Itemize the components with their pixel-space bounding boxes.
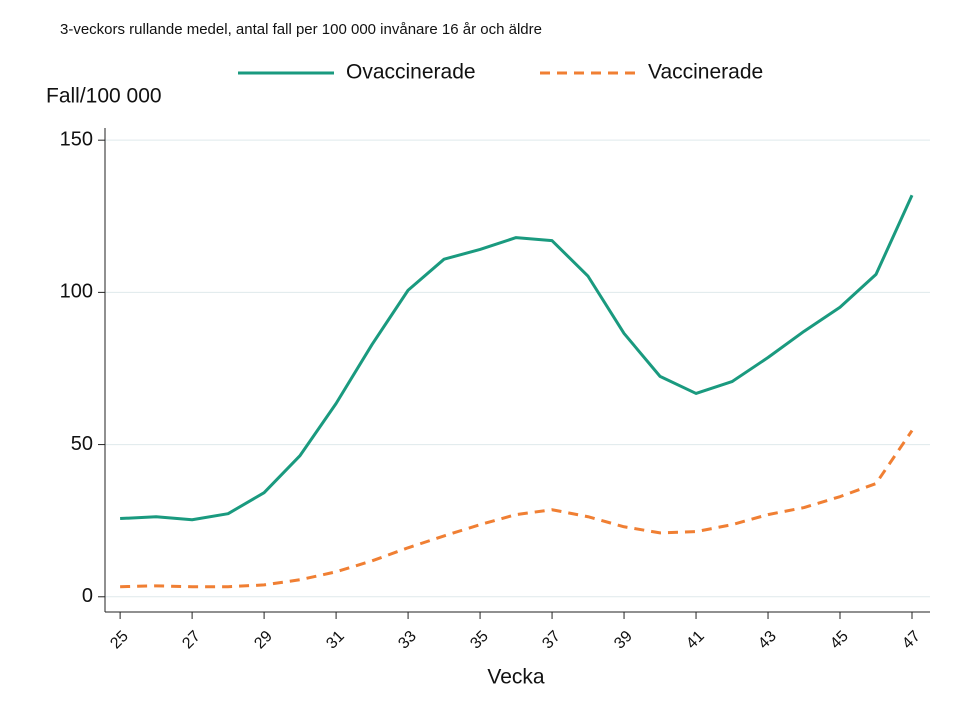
legend-label: Vaccinerade: [648, 61, 763, 84]
x-tick-label: 25: [107, 628, 132, 653]
x-tick-label: 39: [611, 628, 636, 653]
x-tick-label: 29: [251, 628, 276, 653]
x-tick-label: 45: [827, 628, 852, 653]
x-axis-label: Vecka: [487, 666, 545, 689]
x-tick-label: 35: [467, 628, 492, 653]
x-tick-label: 31: [323, 628, 348, 653]
x-tick-label: 27: [179, 628, 204, 653]
y-tick-label: 50: [71, 433, 93, 455]
chart-title: 3-veckors rullande medel, antal fall per…: [60, 21, 542, 38]
x-tick-label: 33: [395, 628, 420, 653]
x-tick-label: 37: [539, 628, 564, 653]
series-line: [120, 194, 914, 522]
x-tick-label: 47: [899, 628, 924, 653]
y-axis-label: Fall/100 000: [46, 85, 162, 108]
y-tick-label: 100: [60, 281, 93, 303]
legend-label: Ovaccinerade: [346, 61, 476, 84]
x-tick-label: 41: [683, 628, 708, 653]
y-tick-label: 150: [60, 128, 93, 150]
y-tick-label: 0: [82, 585, 93, 607]
x-tick-label: 43: [755, 628, 780, 653]
